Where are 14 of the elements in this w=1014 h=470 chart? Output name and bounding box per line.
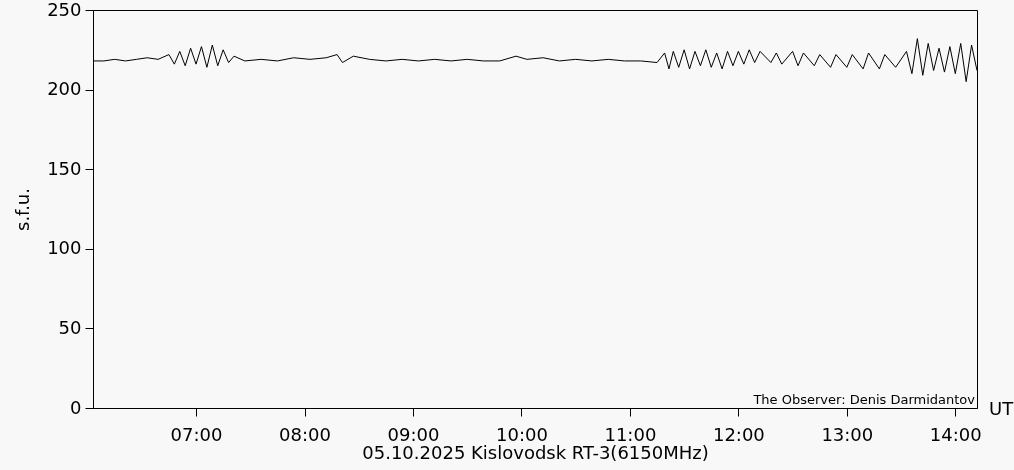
text: UT	[989, 398, 1014, 419]
x-tick-label: 12:00	[712, 423, 765, 445]
x-tick-label: 08:00	[279, 423, 331, 445]
y-axis-title: s.f.u.	[12, 188, 34, 231]
y-tick-label: 100	[47, 237, 82, 259]
y-tick-label: 50	[58, 316, 82, 338]
x-tick-label: 07:00	[170, 423, 223, 445]
y-tick-label: 0	[70, 396, 82, 418]
y-tick-label: 250	[47, 0, 82, 20]
y-tick-label: 200	[47, 78, 82, 100]
x-tick-label: 13:00	[821, 423, 874, 445]
x-tick-label: 14:00	[929, 423, 982, 445]
annotation: The Observer: Denis Darmidantov	[752, 392, 976, 407]
y-tick-label: 150	[47, 157, 82, 179]
